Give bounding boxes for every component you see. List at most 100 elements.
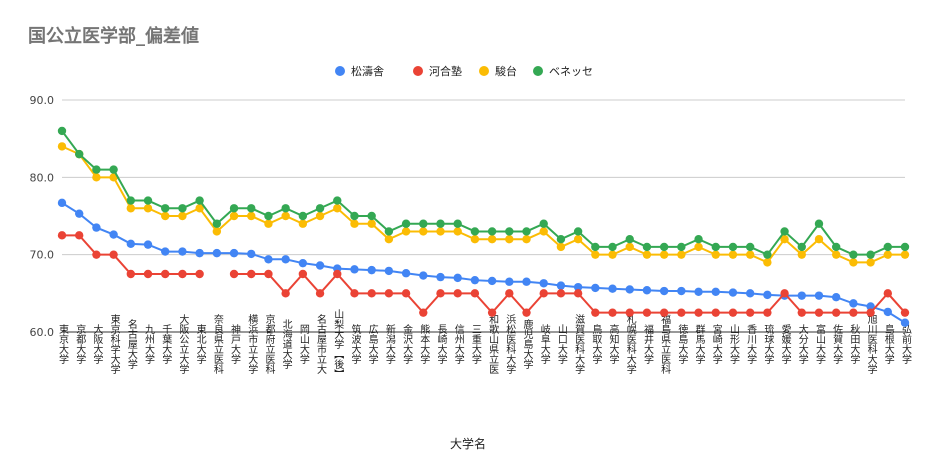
data-point[interactable] — [333, 196, 342, 205]
data-point[interactable] — [161, 269, 170, 279]
data-point[interactable] — [539, 219, 548, 228]
data-point[interactable] — [591, 283, 600, 293]
data-point[interactable] — [883, 250, 892, 259]
data-point[interactable] — [178, 269, 187, 279]
data-point[interactable] — [367, 289, 376, 298]
data-point[interactable] — [608, 308, 617, 317]
data-point[interactable] — [161, 204, 170, 213]
data-point[interactable] — [556, 242, 566, 252]
data-point[interactable] — [75, 149, 84, 159]
data-point[interactable] — [642, 308, 652, 317]
data-point[interactable] — [470, 235, 480, 244]
data-point[interactable] — [797, 242, 806, 252]
data-point[interactable] — [711, 242, 720, 252]
data-point[interactable] — [608, 284, 617, 293]
data-point[interactable] — [659, 250, 669, 259]
data-point[interactable] — [229, 211, 239, 221]
data-point[interactable] — [487, 276, 497, 286]
data-point[interactable] — [625, 308, 634, 317]
data-point[interactable] — [92, 173, 101, 182]
data-point[interactable] — [453, 289, 462, 298]
data-point[interactable] — [298, 211, 308, 221]
data-point[interactable] — [315, 261, 325, 270]
data-point[interactable] — [642, 286, 652, 295]
data-point[interactable] — [229, 204, 239, 213]
data-point[interactable] — [625, 235, 634, 244]
data-point[interactable] — [745, 308, 755, 317]
data-point[interactable] — [677, 242, 686, 252]
data-point[interactable] — [384, 289, 394, 298]
data-point[interactable] — [315, 204, 325, 213]
data-point[interactable] — [470, 227, 480, 236]
legend-item[interactable]: 駿台 — [479, 64, 517, 78]
data-point[interactable] — [900, 242, 910, 252]
data-point[interactable] — [436, 289, 445, 298]
data-point[interactable] — [143, 269, 153, 279]
data-point[interactable] — [109, 230, 118, 239]
data-point[interactable] — [505, 289, 514, 298]
data-point[interactable] — [849, 250, 858, 259]
data-point[interactable] — [247, 211, 256, 221]
data-point[interactable] — [315, 211, 325, 221]
data-point[interactable] — [866, 258, 875, 267]
data-point[interactable] — [419, 227, 428, 236]
data-point[interactable] — [109, 165, 118, 174]
data-point[interactable] — [849, 258, 858, 267]
data-point[interactable] — [436, 227, 445, 236]
data-point[interactable] — [677, 286, 686, 296]
data-point[interactable] — [419, 308, 428, 317]
data-point[interactable] — [780, 289, 789, 298]
data-point[interactable] — [694, 308, 703, 317]
data-point[interactable] — [419, 219, 428, 228]
data-point[interactable] — [195, 196, 204, 205]
data-point[interactable] — [677, 250, 686, 259]
data-point[interactable] — [143, 196, 153, 205]
data-point[interactable] — [573, 289, 583, 298]
data-point[interactable] — [264, 211, 273, 221]
data-point[interactable] — [195, 269, 204, 279]
data-point[interactable] — [367, 219, 376, 228]
data-point[interactable] — [161, 211, 170, 221]
data-point[interactable] — [470, 289, 480, 298]
data-point[interactable] — [195, 248, 204, 258]
data-point[interactable] — [694, 287, 703, 296]
data-point[interactable] — [694, 235, 703, 244]
data-point[interactable] — [126, 204, 136, 213]
data-point[interactable] — [591, 250, 600, 259]
data-point[interactable] — [900, 318, 910, 327]
data-point[interactable] — [831, 293, 841, 302]
data-point[interactable] — [401, 227, 411, 236]
data-point[interactable] — [831, 242, 841, 252]
data-point[interactable] — [728, 308, 738, 317]
data-point[interactable] — [728, 242, 738, 252]
data-point[interactable] — [178, 204, 187, 213]
data-point[interactable] — [401, 269, 411, 278]
data-point[interactable] — [625, 242, 634, 252]
data-point[interactable] — [505, 277, 514, 286]
data-point[interactable] — [505, 235, 514, 244]
data-point[interactable] — [384, 235, 394, 244]
data-point[interactable] — [350, 211, 359, 221]
data-point[interactable] — [900, 250, 910, 259]
data-point[interactable] — [333, 204, 342, 213]
legend-item[interactable]: 松濤舎 — [335, 64, 384, 78]
data-point[interactable] — [763, 290, 772, 300]
data-point[interactable] — [608, 242, 617, 252]
data-point[interactable] — [298, 219, 308, 228]
data-point[interactable] — [178, 247, 187, 256]
data-point[interactable] — [780, 227, 789, 236]
data-point[interactable] — [247, 269, 256, 279]
data-point[interactable] — [659, 242, 669, 252]
data-point[interactable] — [281, 204, 290, 213]
data-point[interactable] — [642, 242, 652, 252]
data-point[interactable] — [436, 219, 445, 228]
data-point[interactable] — [126, 269, 136, 279]
data-point[interactable] — [625, 285, 634, 294]
data-point[interactable] — [745, 289, 755, 298]
data-point[interactable] — [814, 219, 824, 228]
data-point[interactable] — [780, 235, 789, 244]
data-point[interactable] — [556, 289, 566, 298]
data-point[interactable] — [883, 307, 892, 317]
data-point[interactable] — [350, 219, 359, 228]
data-point[interactable] — [539, 289, 548, 298]
